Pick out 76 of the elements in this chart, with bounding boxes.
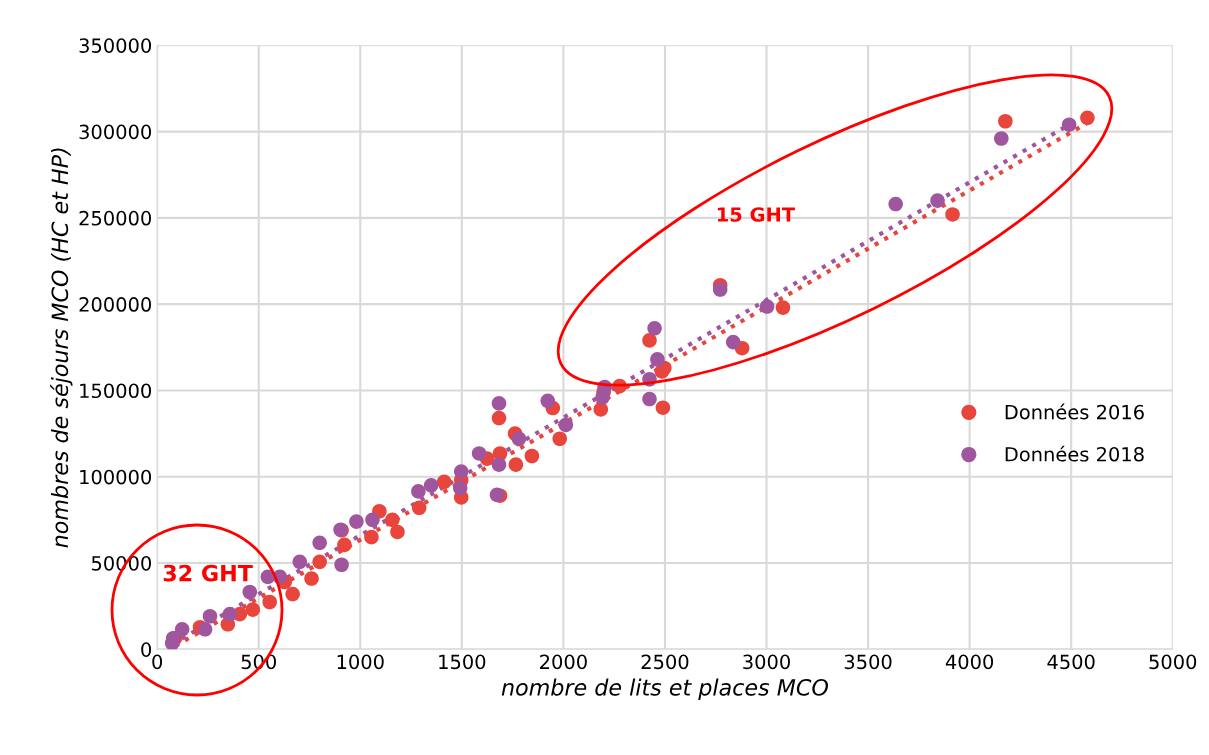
point <box>304 571 319 586</box>
point <box>202 608 218 624</box>
point <box>994 131 1009 146</box>
point <box>385 512 400 528</box>
point <box>423 478 439 493</box>
x-tick-label: 2000 <box>540 654 587 670</box>
point <box>453 464 469 479</box>
point <box>524 448 540 464</box>
x-tick-label: 4000 <box>945 654 994 670</box>
point <box>242 584 258 600</box>
x-tick-label: 0 <box>152 654 163 670</box>
x-tick-label: 3000 <box>743 654 790 670</box>
annotation: 32 GHT <box>163 564 253 582</box>
point <box>262 594 277 610</box>
y-axis-title: nombres de séjours MCO (HC et HP) <box>50 148 73 548</box>
y-tick-label: 250000 <box>79 210 152 226</box>
point <box>540 393 556 409</box>
point <box>390 524 405 540</box>
point <box>245 602 261 617</box>
x-tick-label: 1500 <box>439 654 486 670</box>
point <box>197 622 213 637</box>
point <box>285 586 300 602</box>
point <box>759 299 775 314</box>
point <box>349 514 364 529</box>
point <box>725 334 741 350</box>
point <box>642 333 657 348</box>
point <box>1061 117 1077 132</box>
point <box>998 113 1013 129</box>
point <box>945 207 960 222</box>
annotation: 15 GHT <box>717 207 795 222</box>
y-tick-label: 150000 <box>80 383 152 399</box>
y-tick-label: 300000 <box>79 124 152 140</box>
y-tick-label: 200000 <box>79 297 152 312</box>
point <box>642 391 657 407</box>
point <box>712 282 728 297</box>
legend-label: Données 2018 <box>1005 445 1144 462</box>
point <box>511 431 527 447</box>
point <box>436 474 452 490</box>
point <box>930 193 945 208</box>
point <box>337 537 352 553</box>
point <box>312 554 327 570</box>
point <box>174 622 190 637</box>
point <box>552 431 568 447</box>
point <box>558 417 574 433</box>
x-axis-title: nombre de lits et places MCO <box>501 678 829 701</box>
x-tick-label: 5000 <box>1149 654 1197 670</box>
point <box>491 457 507 472</box>
point <box>365 512 380 528</box>
point <box>508 457 524 472</box>
x-tick-label: 2500 <box>641 654 689 670</box>
point <box>593 402 609 417</box>
legend-label: Données 2016 <box>1005 403 1144 420</box>
x-tick-label: 4500 <box>1047 654 1095 670</box>
y-tick-label: 0 <box>141 642 152 657</box>
point <box>292 554 308 570</box>
point <box>312 535 327 551</box>
point <box>334 557 349 573</box>
point <box>411 500 427 516</box>
y-tick-label: 350000 <box>79 38 152 53</box>
point <box>411 484 426 499</box>
point <box>654 364 670 379</box>
point <box>1080 110 1095 126</box>
x-tick-label: 3500 <box>844 654 892 670</box>
point <box>471 446 487 461</box>
point <box>775 300 791 315</box>
x-tick-label: 1000 <box>337 654 384 670</box>
y-tick-label: 100000 <box>80 469 152 485</box>
point <box>650 352 665 367</box>
point <box>888 196 903 212</box>
point <box>491 410 507 426</box>
point <box>491 396 507 411</box>
point <box>655 400 671 415</box>
point <box>364 529 379 545</box>
point <box>222 606 238 622</box>
point <box>647 321 662 336</box>
point <box>452 480 468 496</box>
